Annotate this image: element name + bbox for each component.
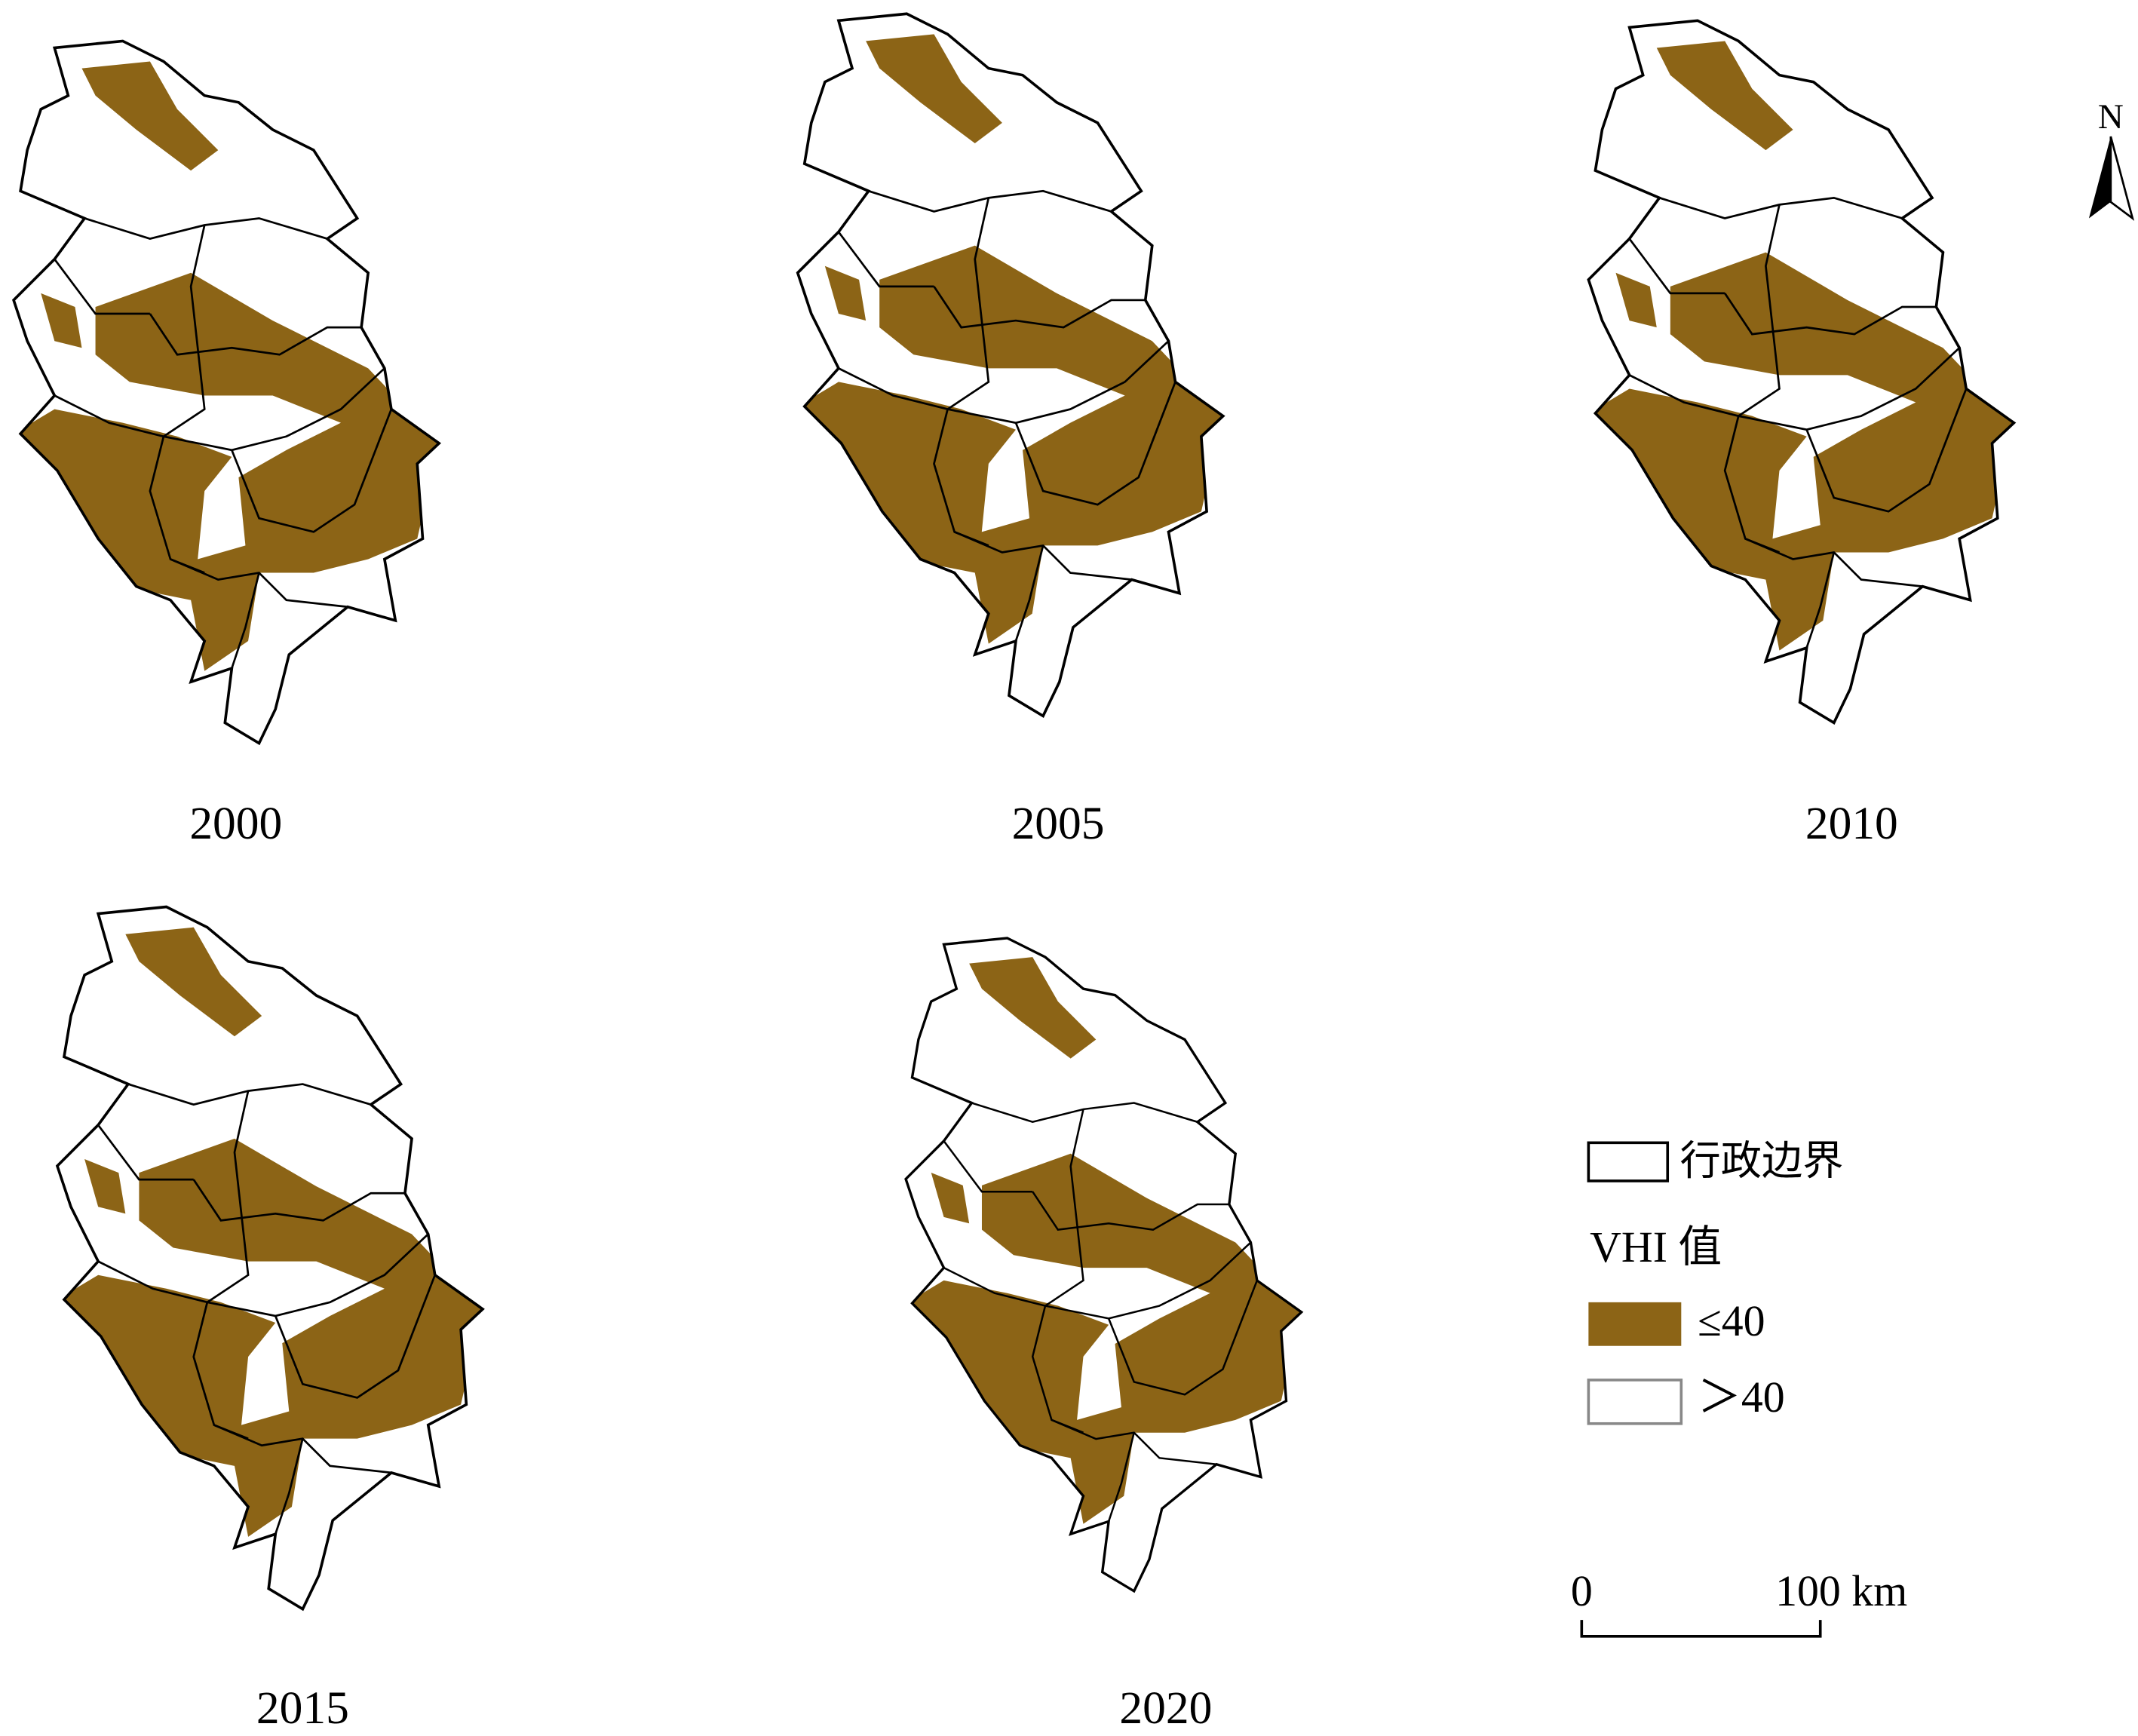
scale-label: 0 — [1571, 1566, 1593, 1615]
legend-label: 行政边界 — [1680, 1137, 1844, 1185]
north-label: N — [2098, 97, 2124, 136]
panel-label: 2020 — [1119, 1682, 1212, 1734]
map-2000 — [14, 41, 439, 743]
panel-label: 2005 — [1012, 798, 1105, 849]
legend-title: VHI 值 — [1590, 1222, 1722, 1271]
scale-bar — [1580, 1620, 1822, 1638]
map-2015 — [57, 907, 483, 1609]
map-2020 — [906, 938, 1302, 1591]
panel-label: 2010 — [1805, 798, 1898, 849]
legend-label: ＞40 — [1698, 1373, 1785, 1422]
legend-label: ≤40 — [1698, 1296, 1765, 1345]
map-2010 — [1588, 20, 2014, 722]
legend-swatch — [1587, 1141, 1670, 1182]
scale-label: 100 km — [1775, 1566, 1907, 1615]
panel-label: 2000 — [189, 798, 282, 849]
legend-swatch — [1588, 1302, 1682, 1346]
map-2005 — [798, 14, 1223, 716]
legend-swatch — [1587, 1379, 1683, 1425]
panel-label: 2015 — [256, 1682, 349, 1734]
north-arrow: N — [2088, 97, 2135, 221]
